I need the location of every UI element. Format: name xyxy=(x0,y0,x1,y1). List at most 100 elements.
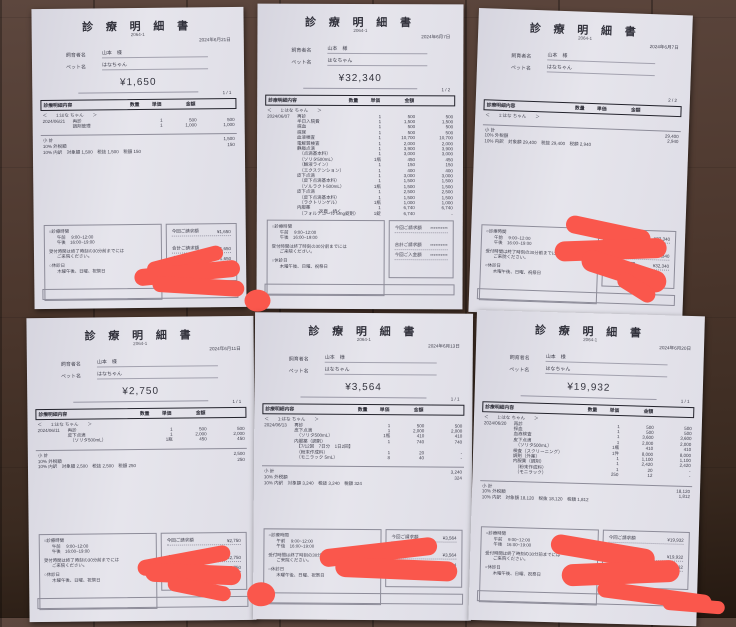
total-amount-wrap: ¥1,650 xyxy=(78,71,199,94)
total-amount: ¥19,932 xyxy=(567,381,611,394)
pet-label: ペット名 xyxy=(288,368,309,375)
summary-amount xyxy=(618,143,678,151)
owner-label: 飼育者名 xyxy=(288,356,309,363)
table-rows: 2024/06/13 再診 1 500 500 皮下点滴 1 2,000 2,0… xyxy=(262,422,464,461)
statement-date: 2024年6月20日 xyxy=(659,345,692,351)
total-amount-wrap: ¥3,564 xyxy=(300,376,427,399)
page-indicator: 1 / 1 xyxy=(450,396,460,402)
memo-box xyxy=(261,592,464,605)
billing-value: ********** xyxy=(430,253,448,259)
col-quantity: 数量 xyxy=(587,408,598,414)
medical-statement-sheet: 診 療 明 細 書 2064-1 2024年6月20日 飼育者名 山本 様 ペッ… xyxy=(468,310,726,627)
items-table: 診療明細内容 数量 単価 金額 ＜ 1:はな ちゃん ＞ 2024/06/11 … xyxy=(35,406,247,471)
medical-statement-sheet: 診 療 明 細 書 2064-1 2024年6月11日 飼育者名 山本 様 ペッ… xyxy=(26,315,257,623)
summary-label: 10% 内訳 対象額 3,240 税抜 3,240 税額 324 xyxy=(263,480,362,486)
page-indicator: 1 / 1 xyxy=(680,398,690,404)
col-unit-price: 単価 xyxy=(379,408,390,414)
col-amount: 金額 xyxy=(643,409,654,415)
billing-box: 今回ご請求額 ********** 合計ご請求額 ********** 今回ご入… xyxy=(388,220,454,279)
items-table: 診療明細内容 数量 単価 金額 ＜ 1:はな ちゃん ＞ 2024/06/07 … xyxy=(265,94,456,217)
items-table: 診療明細内容 数量 単価 金額 ＜ 1:はな ちゃん ＞ 2024/06/13 … xyxy=(261,403,465,488)
pet-name: はなちゃん xyxy=(96,369,219,380)
page-indicator: 1 / 2 xyxy=(441,87,451,93)
page-indicator: 1 / 1 xyxy=(222,90,232,96)
summary-rows: 小 計 29,400 10% 外税額 2,940 10% 内訳 対象額 29,4… xyxy=(482,123,681,151)
redaction-scribble xyxy=(26,316,253,603)
summary-rows: 小 計 3,240 10% 外税額 324 10% 内訳 対象額 3,240 税… xyxy=(261,465,464,488)
hours-afternoon: 午後 16:00~19:00 xyxy=(56,239,95,246)
row-quantity: 1 xyxy=(160,122,163,128)
pet-name-row: ペット名 はなちゃん xyxy=(291,56,428,67)
table-rows: 2024/06/21 再診 1 500 500 調剤管理 1 1,000 1,0… xyxy=(41,116,237,129)
billing-row: 合計ご請求額 ********** xyxy=(394,242,448,251)
row-unit-price: 12 xyxy=(647,472,653,479)
hours-afternoon: 午後 16:00~19:00 xyxy=(51,548,90,555)
redaction-scribble xyxy=(31,7,245,298)
billing-value: ¥2,750 xyxy=(226,537,241,544)
row-quantity: 1瓶 xyxy=(165,436,173,443)
statement-date: 2024年6月13日 xyxy=(428,343,460,349)
redaction-stroke xyxy=(244,289,271,312)
col-quantity: 数量 xyxy=(139,411,150,418)
memo-box xyxy=(264,283,455,296)
continued-note: 次頁→続く xyxy=(318,208,342,214)
row-unit-price: 6,740 xyxy=(403,210,415,217)
table-row: （モニラック 5mL） 8 40 - xyxy=(262,454,464,461)
row-quantity: 1錠 xyxy=(373,210,381,216)
row-quantity: 8 xyxy=(387,455,391,461)
medical-statement-sheet: 診 療 明 細 書 2064-1 2024年6月13日 飼育者名 山本 様 ペッ… xyxy=(247,312,474,621)
pet-name-row: ペット名 はなちゃん xyxy=(66,60,209,71)
owner-label: 飼育者名 xyxy=(511,53,532,60)
page-indicator: 2 / 2 xyxy=(668,97,677,103)
pet-name: はなちゃん xyxy=(546,63,656,77)
billing-row: 今回ご請求額 ¥19,932 xyxy=(608,534,684,545)
billing-label: 合計ご請求額 xyxy=(394,242,422,248)
clinic-form-code: 2064-1 xyxy=(356,336,371,343)
total-amount: ¥1,650 xyxy=(119,76,157,89)
col-quantity: 数量 xyxy=(357,407,368,414)
summary-rows: 小 計 18,120 10% 外税額 1,812 10% 内訳 対象額 18,1… xyxy=(479,479,693,507)
summary-label: 10% 内訳 対象額 1,500 税抜 1,500 税額 150 xyxy=(42,148,142,155)
hours-afternoon: 午後 16:00~19:00 xyxy=(279,234,318,241)
closed-days: 木曜午後、日曜、祝祭日 xyxy=(52,576,101,583)
summary-amount xyxy=(402,481,462,487)
owner-name: 山本 様 xyxy=(547,51,656,65)
summary-row: 10% 内訳 対象額 3,240 税抜 3,240 税額 324 xyxy=(264,480,462,487)
col-description: 診療明細内容 xyxy=(268,98,297,104)
owner-name-row: 飼育者名 山本 様 xyxy=(509,352,668,366)
owner-label: 飼育者名 xyxy=(291,47,312,54)
billing-label: 今回ご請求額 xyxy=(171,228,199,234)
pet-label: ペット名 xyxy=(60,373,82,380)
owner-name-row: 飼育者名 山本 様 xyxy=(291,44,428,55)
billing-label: 今回ご入金額 xyxy=(394,252,422,258)
items-table: 診療明細内容 数量 単価 金額 ＜ 1:はな ちゃん ＞ 2024/06/21 … xyxy=(40,97,237,156)
col-description: 診療明細内容 xyxy=(485,405,515,412)
row-amount: - xyxy=(688,474,691,480)
table-rows: 2024/06/11 再診 1 500 500 皮下点滴 1 2,000 2,0… xyxy=(36,425,247,443)
table-rows: 2024/06/07 再診 1 500 500 半日入院費 1 1,500 1,… xyxy=(265,113,455,216)
total-amount-wrap: ¥2,750 xyxy=(73,380,209,403)
redaction-stroke xyxy=(247,582,276,607)
billing-value: ¥1,650 xyxy=(216,229,231,235)
col-unit-price: 単価 xyxy=(151,102,162,108)
row-description: （モニラック 5mL） xyxy=(294,454,338,460)
billing-value: ¥32,340 xyxy=(652,263,670,269)
pet-name-row: ペット名 はなちゃん xyxy=(511,62,656,77)
summary-label: 10% 内訳 対象額 2,500 税抜 2,500 税額 250 xyxy=(37,463,137,470)
owner-label: 飼育者名 xyxy=(509,354,530,362)
col-quantity: 数量 xyxy=(348,98,359,104)
row-date xyxy=(43,124,73,130)
row-amount: - xyxy=(460,455,463,461)
billing-row: 今回ご請求額 ¥2,750 xyxy=(166,536,241,546)
owner-name-row: 飼育者名 山本 様 xyxy=(66,48,208,59)
owner-name: 山本 様 xyxy=(324,353,437,364)
row-unit-price: 40 xyxy=(419,455,425,461)
row-amount: - xyxy=(451,211,453,217)
items-table: 診療明細内容 数量 単価 金額 ＜ 1:はな ちゃん ＞ 2024/06/20 … xyxy=(479,401,695,507)
owner-name: 山本 様 xyxy=(545,352,668,366)
billing-value: ¥19,932 xyxy=(667,537,684,543)
summary-row: 10% 内訳 対象額 2,500 税抜 2,500 税額 250 xyxy=(38,462,245,470)
medical-statement-sheet: 診 療 明 細 書 2064-1 2024年6月21日 飼育者名 山本 様 ペッ… xyxy=(31,6,247,310)
statement-date: 2024年6月7日 xyxy=(421,34,451,40)
redaction-scribble xyxy=(479,8,693,306)
